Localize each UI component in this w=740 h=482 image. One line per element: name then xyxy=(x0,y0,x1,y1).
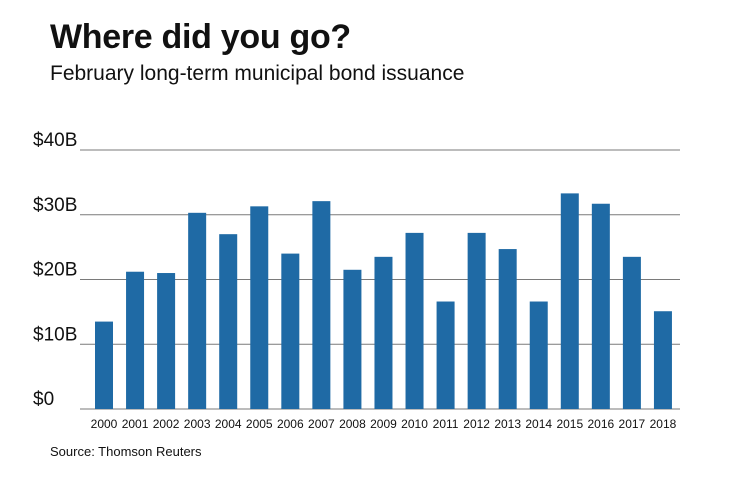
bar-2017 xyxy=(622,256,641,409)
y-tick-label: $30B xyxy=(33,195,77,216)
bar-2009 xyxy=(374,256,393,409)
bar-2000 xyxy=(95,321,113,409)
bar-2014 xyxy=(529,301,548,409)
bar-2011 xyxy=(436,301,455,409)
x-tick-label: 2010 xyxy=(401,417,428,431)
x-tick-label: 2002 xyxy=(153,417,180,431)
x-tick-label: 2004 xyxy=(215,417,242,431)
x-tick-label: 2018 xyxy=(650,417,677,431)
x-tick-label: 2011 xyxy=(433,417,459,431)
x-tick-label: 2005 xyxy=(246,417,273,431)
x-tick-label: 2012 xyxy=(463,417,490,431)
x-tick-label: 2017 xyxy=(619,417,646,431)
bar-2015 xyxy=(560,193,579,409)
bar-2005 xyxy=(250,206,269,409)
bar-2007 xyxy=(312,201,331,409)
y-tick-label: $10B xyxy=(33,324,77,345)
x-tick-label: 2000 xyxy=(91,417,118,431)
bar-2012 xyxy=(467,232,486,409)
y-tick-label: $0 xyxy=(33,389,54,410)
x-tick-label: 2006 xyxy=(277,417,304,431)
x-tick-label: 2008 xyxy=(339,417,366,431)
bar-2018 xyxy=(653,311,672,409)
chart-title: Where did you go? xyxy=(50,18,351,56)
bars xyxy=(95,193,672,409)
y-tick-label: $20B xyxy=(33,260,77,281)
y-tick-label: $40B xyxy=(33,130,77,151)
bar-2001 xyxy=(126,271,145,409)
x-tick-label: 2014 xyxy=(525,417,552,431)
source-note: Source: Thomson Reuters xyxy=(50,444,202,459)
x-tick-label: 2009 xyxy=(370,417,397,431)
x-tick-label: 2007 xyxy=(308,417,335,431)
x-tick-label: 2015 xyxy=(556,417,583,431)
bar-2004 xyxy=(219,234,238,409)
chart-subtitle: February long-term municipal bond issuan… xyxy=(50,62,465,85)
bar-2003 xyxy=(188,212,207,409)
y-axis-tick-labels: $0 $10B $20B $30B $40B xyxy=(33,130,77,410)
x-axis-tick-labels: 2000 2001 2002 2003 2004 2005 2006 2007 2008 2009… xyxy=(91,417,677,431)
x-tick-label: 2003 xyxy=(184,417,211,431)
bar-2016 xyxy=(591,203,610,409)
bar-2006 xyxy=(281,253,300,409)
x-tick-label: 2016 xyxy=(587,417,614,431)
bar-2008 xyxy=(343,269,362,409)
x-tick-label: 2001 xyxy=(122,417,149,431)
x-tick-label: 2013 xyxy=(494,417,521,431)
bar-2013 xyxy=(498,249,517,409)
bar-2002 xyxy=(157,273,176,409)
bar-2010 xyxy=(405,232,424,409)
